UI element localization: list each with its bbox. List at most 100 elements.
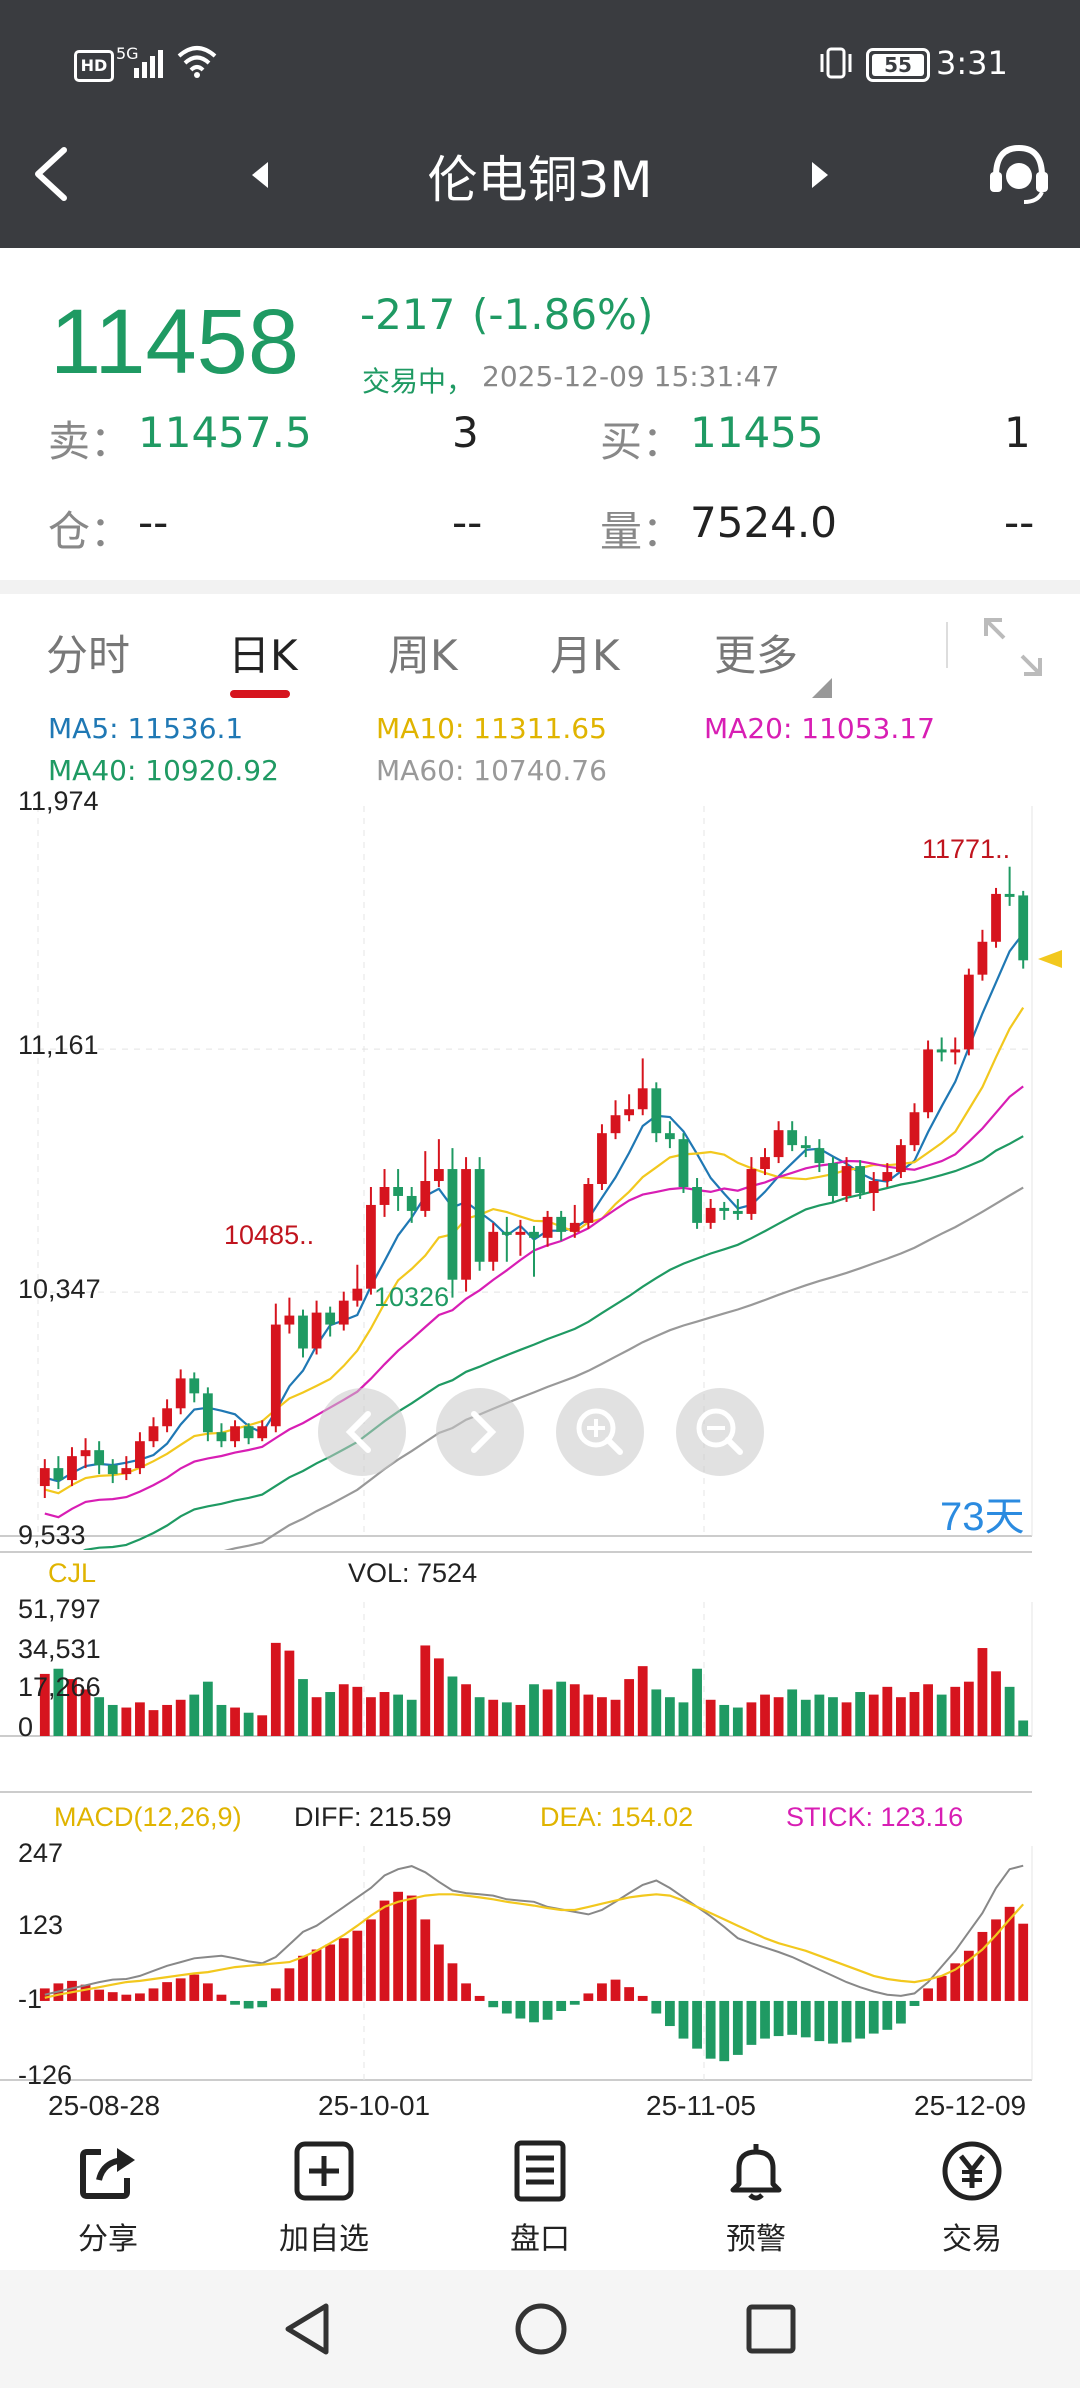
- candle-body: [800, 1145, 811, 1149]
- current-price-marker: [1036, 948, 1064, 974]
- candle-body: [189, 1378, 200, 1394]
- candle-body: [828, 1163, 838, 1196]
- triangle-left-icon[interactable]: [248, 160, 272, 194]
- zoom-in-icon[interactable]: [556, 1388, 644, 1476]
- volume-change: --: [1004, 498, 1035, 547]
- volume-bar: [216, 1704, 227, 1736]
- document-list-icon: [514, 2140, 566, 2202]
- volume-bar: [787, 1689, 798, 1736]
- macd-stick-bar: [80, 1984, 91, 2001]
- macd-stick-bar: [529, 2000, 539, 2023]
- share-label: 分享: [78, 2222, 138, 2257]
- volume-bar: [977, 1648, 988, 1736]
- candle-body: [53, 1468, 64, 1481]
- candle-body: [923, 1049, 933, 1113]
- x-date-label: 25-11-05: [646, 2090, 757, 2121]
- tab-divider: [946, 622, 948, 668]
- volume-bar: [121, 1707, 132, 1736]
- tab-daily-k[interactable]: 日K: [228, 631, 298, 680]
- volume-bar: [270, 1642, 281, 1736]
- chevron-right-icon[interactable]: [436, 1388, 524, 1476]
- tab-monthly-k[interactable]: 月K: [550, 631, 620, 680]
- volume-bar: [882, 1686, 893, 1736]
- volume-bar: [474, 1697, 485, 1736]
- volume-bar: [257, 1715, 268, 1736]
- add-watchlist-label: 加自选: [279, 2222, 369, 2257]
- tab-intraday[interactable]: 分时: [46, 631, 131, 680]
- macd-stick-bar: [868, 2000, 879, 2034]
- candle-body: [678, 1139, 689, 1187]
- macd-stick-bar: [1018, 1923, 1029, 2001]
- page-title: 伦电铜3M: [427, 151, 653, 209]
- volume-panel-title: CJL: [48, 1558, 97, 1588]
- candle-body: [501, 1231, 512, 1235]
- zoom-out-icon[interactable]: [676, 1388, 764, 1476]
- volume-bar: [1004, 1686, 1015, 1736]
- tab-weekly-k[interactable]: 周K: [388, 631, 458, 680]
- volume-bar: [529, 1684, 539, 1736]
- volume-bar: [855, 1692, 866, 1736]
- candle-body: [1018, 895, 1029, 961]
- candle-body: [162, 1408, 172, 1427]
- volume-bar: [624, 1679, 635, 1736]
- volume-bar: [230, 1707, 240, 1736]
- macd-stick-bar: [732, 2000, 743, 2055]
- share-button[interactable]: 分享: [18, 2140, 198, 2258]
- volume-bar: [135, 1702, 145, 1736]
- volume-bar: [94, 1697, 105, 1736]
- macd-stick-bar: [515, 2000, 526, 2019]
- volume-bar: [515, 1704, 526, 1736]
- volume-bar: [719, 1704, 730, 1736]
- triangle-right-icon[interactable]: [808, 160, 832, 194]
- vibrate-icon: [818, 46, 854, 84]
- chevron-left-icon[interactable]: [318, 1388, 406, 1476]
- alert-button[interactable]: 预警: [666, 2140, 846, 2258]
- macd-stick-bar: [366, 1919, 376, 2001]
- candle-body: [1004, 893, 1015, 897]
- macd-stick-bar: [230, 2000, 240, 2005]
- candle-body: [80, 1450, 91, 1457]
- order-book-button[interactable]: 盘口: [450, 2140, 630, 2258]
- macd-diff: DIFF: 215.59: [294, 1802, 452, 1832]
- trade-datetime: 2025-12-09 15:31:47: [482, 360, 780, 393]
- sell-qty: 3: [452, 408, 479, 457]
- back-arrow-icon[interactable]: [28, 146, 74, 206]
- macd-stick-bar: [202, 1983, 213, 2001]
- macd-stick-bar: [1004, 1906, 1015, 2001]
- macd-stick-bar: [135, 1993, 145, 2001]
- volume-bar: [760, 1694, 770, 1736]
- nav-back-icon[interactable]: [280, 2300, 334, 2362]
- macd-stick-bar: [474, 1995, 485, 2001]
- nav-home-icon[interactable]: [512, 2300, 570, 2362]
- fullscreen-icon[interactable]: [980, 614, 1046, 684]
- y-tick-label: 11,161: [18, 1030, 99, 1060]
- candlestick-chart[interactable]: [0, 790, 1080, 1550]
- macd-stick-bar: [950, 1963, 961, 2001]
- tab-more[interactable]: 更多: [714, 631, 799, 680]
- macd-chart[interactable]: [0, 1790, 1080, 2090]
- macd-stick-bar: [379, 1900, 390, 2001]
- volume-bar: [732, 1707, 743, 1736]
- candle-body: [977, 941, 988, 975]
- candle-body: [230, 1426, 240, 1442]
- macd-y-tick: -1: [18, 1984, 43, 2014]
- candle-body: [515, 1231, 526, 1235]
- trade-button[interactable]: 交易: [882, 2140, 1062, 2258]
- macd-stick-bar: [814, 2000, 825, 2042]
- price-change-pct: (-1.86%): [472, 290, 654, 339]
- macd-stick-bar: [501, 2000, 512, 2014]
- nav-recents-icon[interactable]: [744, 2302, 798, 2360]
- volume-chart[interactable]: [0, 1550, 1080, 1790]
- macd-stick-bar: [393, 1891, 404, 2001]
- order-book-label: 盘口: [510, 2222, 570, 2257]
- buy-label: 买：: [600, 417, 685, 466]
- volume-bar: [80, 1689, 91, 1736]
- customer-service-icon[interactable]: [986, 142, 1052, 210]
- macd-stick-bar: [148, 1988, 159, 2001]
- macd-stick-bar: [461, 1983, 471, 2001]
- macd-stick-bar: [284, 1968, 295, 2001]
- buy-qty: 1: [1004, 408, 1031, 457]
- volume-bar: [773, 1697, 784, 1736]
- volume-bar: [556, 1681, 567, 1736]
- add-watchlist-button[interactable]: 加自选: [234, 2140, 414, 2258]
